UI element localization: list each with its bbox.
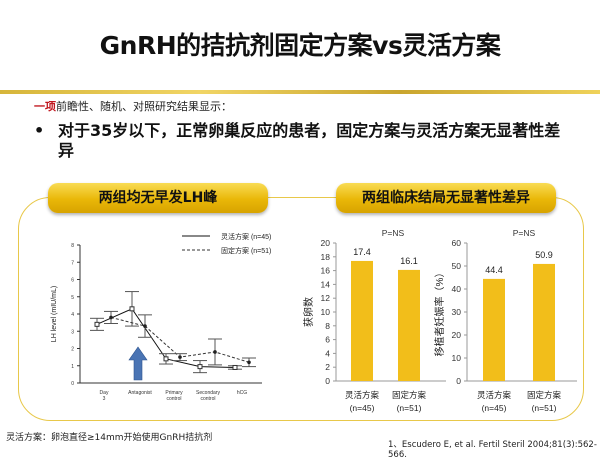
bar bbox=[351, 260, 373, 381]
x-tick-label: hCG bbox=[237, 390, 247, 396]
y-tick-label: 4 bbox=[71, 312, 74, 318]
p-value-label: P=NS bbox=[382, 228, 405, 238]
title-divider bbox=[0, 90, 600, 94]
x-category-label: 固定方案 bbox=[527, 390, 562, 400]
x-tick-label: Primary bbox=[165, 390, 183, 396]
right-panel-title: 两组临床结局无显著性差异 bbox=[336, 183, 556, 213]
y-tick-label: 8 bbox=[71, 243, 74, 249]
data-point bbox=[213, 350, 217, 354]
x-category-label: (n=45) bbox=[482, 403, 507, 413]
y-tick-label: 6 bbox=[325, 335, 330, 345]
y-tick-label: 16 bbox=[321, 266, 331, 276]
page-title: GnRH的拮抗剂固定方案vs灵活方案 bbox=[99, 31, 501, 60]
y-tick-label: 10 bbox=[321, 307, 331, 317]
y-tick-label: 4 bbox=[325, 348, 330, 358]
bar-value-label: 44.4 bbox=[485, 265, 503, 275]
y-tick-label: 5 bbox=[71, 295, 74, 301]
p-value-label: P=NS bbox=[513, 228, 536, 238]
bar bbox=[483, 278, 505, 381]
y-axis-label: 移植者妊娠率（%） bbox=[433, 268, 446, 357]
x-tick-label: Day bbox=[100, 390, 109, 396]
data-point bbox=[178, 355, 182, 359]
y-tick-label: 50 bbox=[452, 261, 462, 271]
y-tick-label: 60 bbox=[452, 238, 462, 248]
y-tick-label: 0 bbox=[71, 381, 74, 387]
results-frame bbox=[18, 197, 584, 421]
x-category-label: 灵活方案 bbox=[477, 390, 512, 400]
x-category-label: 灵活方案 bbox=[345, 390, 380, 400]
intro-text: 一项前瞻性、随机、对照研究结果显示： bbox=[34, 98, 232, 114]
y-tick-label: 14 bbox=[321, 279, 331, 289]
data-point bbox=[197, 364, 203, 370]
x-tick-label: control bbox=[166, 396, 181, 402]
data-point bbox=[143, 324, 147, 328]
footnote: 灵活方案：卵泡直径≥14mm开始使用GnRH拮抗剂 bbox=[6, 433, 213, 443]
y-tick-label: 20 bbox=[452, 330, 462, 340]
y-tick-label: 7 bbox=[71, 260, 74, 266]
x-tick-label: control bbox=[200, 396, 215, 402]
data-point bbox=[94, 321, 100, 327]
y-tick-label: 2 bbox=[325, 362, 330, 372]
y-axis-label: 获卵数 bbox=[302, 297, 315, 327]
intro-highlight: 一项 bbox=[34, 100, 56, 113]
y-tick-label: 0 bbox=[325, 376, 330, 386]
y-tick-label: 1 bbox=[71, 364, 74, 370]
x-category-label: (n=51) bbox=[532, 403, 557, 413]
y-tick-label: 10 bbox=[452, 353, 462, 363]
bullet-marker: • bbox=[34, 121, 45, 140]
y-tick-label: 30 bbox=[452, 307, 462, 317]
x-tick-label: Antagonist bbox=[128, 390, 152, 396]
bar-value-label: 17.4 bbox=[353, 247, 371, 257]
x-category-label: (n=45) bbox=[350, 403, 375, 413]
y-tick-label: 0 bbox=[456, 376, 461, 386]
legend-label: 固定方案 (n=51) bbox=[221, 246, 271, 255]
y-tick-label: 18 bbox=[321, 252, 331, 262]
bar-value-label: 16.1 bbox=[400, 256, 418, 266]
data-point bbox=[247, 360, 251, 365]
bar-value-label: 50.9 bbox=[535, 250, 553, 260]
bullet-text: 对于35岁以下，正常卵巢反应的患者，固定方案与灵活方案无显著性差异 bbox=[58, 121, 561, 160]
y-axis-label: LH level (mIU/mL) bbox=[51, 286, 58, 342]
intro-rest: 前瞻性、随机、对照研究结果显示： bbox=[56, 100, 232, 113]
legend-label: 灵活方案 (n=45) bbox=[221, 232, 271, 241]
data-point bbox=[109, 315, 113, 320]
data-point bbox=[163, 356, 169, 362]
bar bbox=[398, 269, 420, 381]
y-tick-label: 6 bbox=[71, 278, 74, 284]
y-tick-label: 3 bbox=[71, 329, 74, 335]
data-point bbox=[232, 364, 238, 370]
bar bbox=[533, 263, 555, 381]
x-category-label: (n=51) bbox=[397, 403, 422, 413]
y-tick-label: 2 bbox=[71, 347, 74, 353]
x-category-label: 固定方案 bbox=[392, 390, 427, 400]
left-panel-title: 两组均无早发LH峰 bbox=[48, 183, 268, 213]
bullet-point: • 对于35岁以下，正常卵巢反应的患者，固定方案与灵活方案无显著性差异 bbox=[34, 121, 574, 161]
y-tick-label: 12 bbox=[321, 293, 331, 303]
arrow-icon bbox=[128, 346, 148, 381]
x-tick-label: Secondary bbox=[196, 390, 220, 396]
data-point bbox=[129, 306, 135, 312]
y-tick-label: 8 bbox=[325, 321, 330, 331]
y-tick-label: 20 bbox=[321, 238, 331, 248]
x-tick-label: 3 bbox=[103, 396, 106, 402]
citation: 1、Escudero E, et al. Fertil Steril 2004;… bbox=[388, 440, 597, 460]
y-tick-label: 40 bbox=[452, 284, 462, 294]
